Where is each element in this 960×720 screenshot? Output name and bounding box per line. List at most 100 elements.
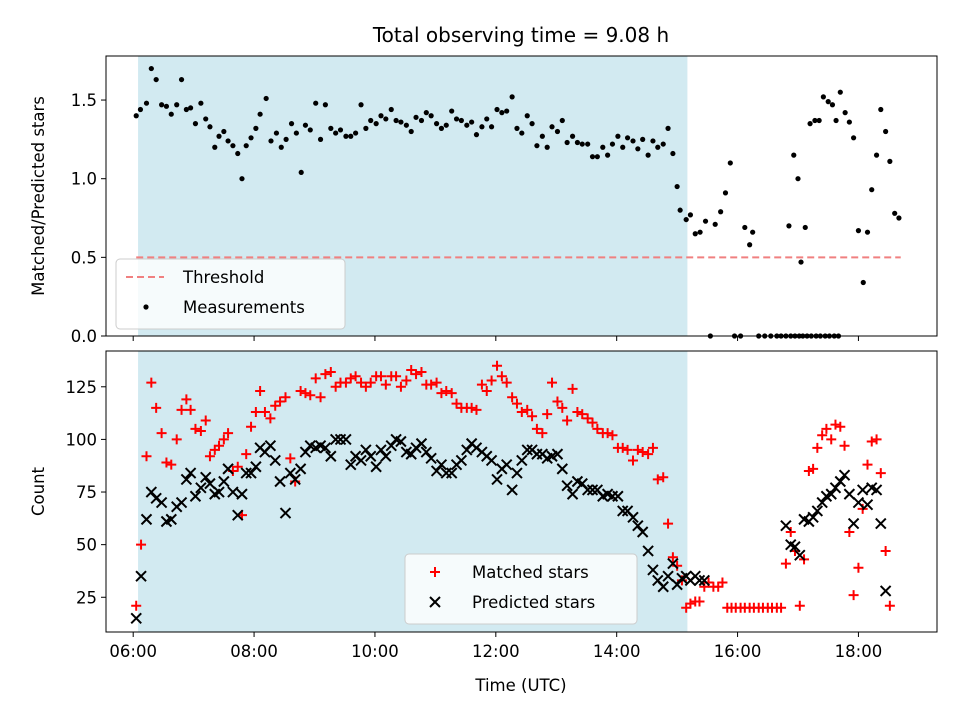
data-point	[652, 474, 663, 485]
data-point	[671, 578, 683, 591]
data-point	[203, 116, 209, 122]
data-point	[185, 404, 196, 415]
data-point	[274, 475, 286, 488]
data-point	[284, 467, 297, 479]
data-point	[380, 450, 392, 462]
data-point	[280, 392, 291, 403]
data-point	[302, 122, 309, 128]
data-point	[637, 447, 648, 458]
data-point	[225, 138, 231, 144]
data-point	[146, 377, 157, 388]
data-point	[615, 133, 621, 139]
data-point	[587, 417, 598, 428]
data-point	[677, 207, 683, 213]
data-point	[506, 484, 518, 496]
data-point	[431, 377, 442, 388]
data-point	[481, 385, 492, 396]
data-point	[305, 390, 316, 401]
chart-title: Total observing time = 9.08 h	[372, 23, 669, 47]
data-point	[476, 379, 487, 390]
data-point	[195, 482, 207, 494]
data-point	[807, 121, 813, 127]
data-point	[145, 486, 158, 498]
data-point	[479, 124, 485, 130]
data-point	[496, 371, 507, 382]
data-point	[265, 413, 276, 424]
data-point	[464, 122, 470, 128]
data-point	[200, 415, 211, 426]
y-axis-label: Count	[29, 466, 48, 516]
legend-label: Measurements	[183, 298, 305, 317]
data-point	[218, 475, 230, 488]
data-point	[670, 150, 676, 157]
data-point	[702, 218, 709, 224]
data-point	[612, 490, 624, 502]
data-point	[250, 407, 261, 418]
data-point	[325, 367, 336, 378]
legend-label: Predicted stars	[472, 593, 595, 612]
data-point	[825, 99, 831, 105]
data-point	[617, 442, 628, 453]
data-point	[816, 496, 828, 509]
data-point	[511, 398, 522, 409]
data-point	[413, 114, 419, 120]
data-point	[180, 473, 193, 486]
data-point	[175, 496, 188, 509]
data-point	[871, 434, 882, 445]
data-point	[307, 127, 313, 133]
data-point	[802, 224, 808, 231]
data-point	[547, 377, 558, 388]
data-point	[645, 152, 651, 158]
data-point	[873, 152, 880, 158]
x-tick-label: 08:00	[230, 642, 278, 661]
data-point	[529, 121, 535, 127]
data-point	[365, 377, 376, 388]
plot-frame	[105, 55, 938, 337]
legend-marker	[430, 567, 440, 577]
data-point	[365, 450, 377, 462]
data-point	[875, 517, 887, 530]
data-point	[511, 467, 523, 479]
data-point	[500, 458, 513, 471]
y-tick-label: 0.5	[71, 248, 97, 267]
y-tick-label: 100	[66, 430, 98, 449]
data-point	[426, 379, 437, 390]
data-point	[395, 381, 406, 392]
data-point	[794, 549, 806, 561]
data-point	[539, 133, 545, 139]
data-point	[808, 463, 819, 474]
data-point	[174, 102, 180, 108]
data-point	[375, 371, 386, 382]
data-point	[607, 430, 618, 441]
data-point	[780, 558, 791, 569]
data-point	[403, 122, 409, 128]
x-tick-label: 18:00	[835, 642, 883, 661]
data-point	[747, 242, 753, 248]
data-point	[190, 423, 201, 434]
data-point	[315, 392, 326, 403]
data-point	[825, 488, 837, 500]
ratio-panel: 0.0 0.5 1.0 1.5 Matched/Predicted stars Thres…	[29, 55, 938, 346]
data-point	[628, 455, 639, 466]
data-point	[255, 385, 266, 396]
data-point	[780, 519, 792, 532]
data-point	[692, 231, 698, 237]
data-point	[627, 511, 639, 523]
x-axis-label: Time (UTC)	[474, 676, 566, 695]
data-point	[373, 121, 379, 127]
data-point	[484, 116, 490, 122]
data-point	[183, 106, 189, 113]
data-point	[862, 459, 873, 470]
data-point	[436, 388, 447, 399]
data-point	[852, 496, 865, 509]
x-tick-label: 06:00	[109, 642, 157, 661]
data-point	[516, 407, 527, 418]
legend-label: Threshold	[182, 268, 264, 287]
data-point	[221, 128, 227, 135]
data-point	[650, 138, 656, 144]
data-point	[141, 451, 152, 462]
data-point	[218, 434, 229, 445]
data-point	[855, 228, 862, 234]
data-point	[148, 65, 154, 72]
data-point	[742, 224, 748, 231]
